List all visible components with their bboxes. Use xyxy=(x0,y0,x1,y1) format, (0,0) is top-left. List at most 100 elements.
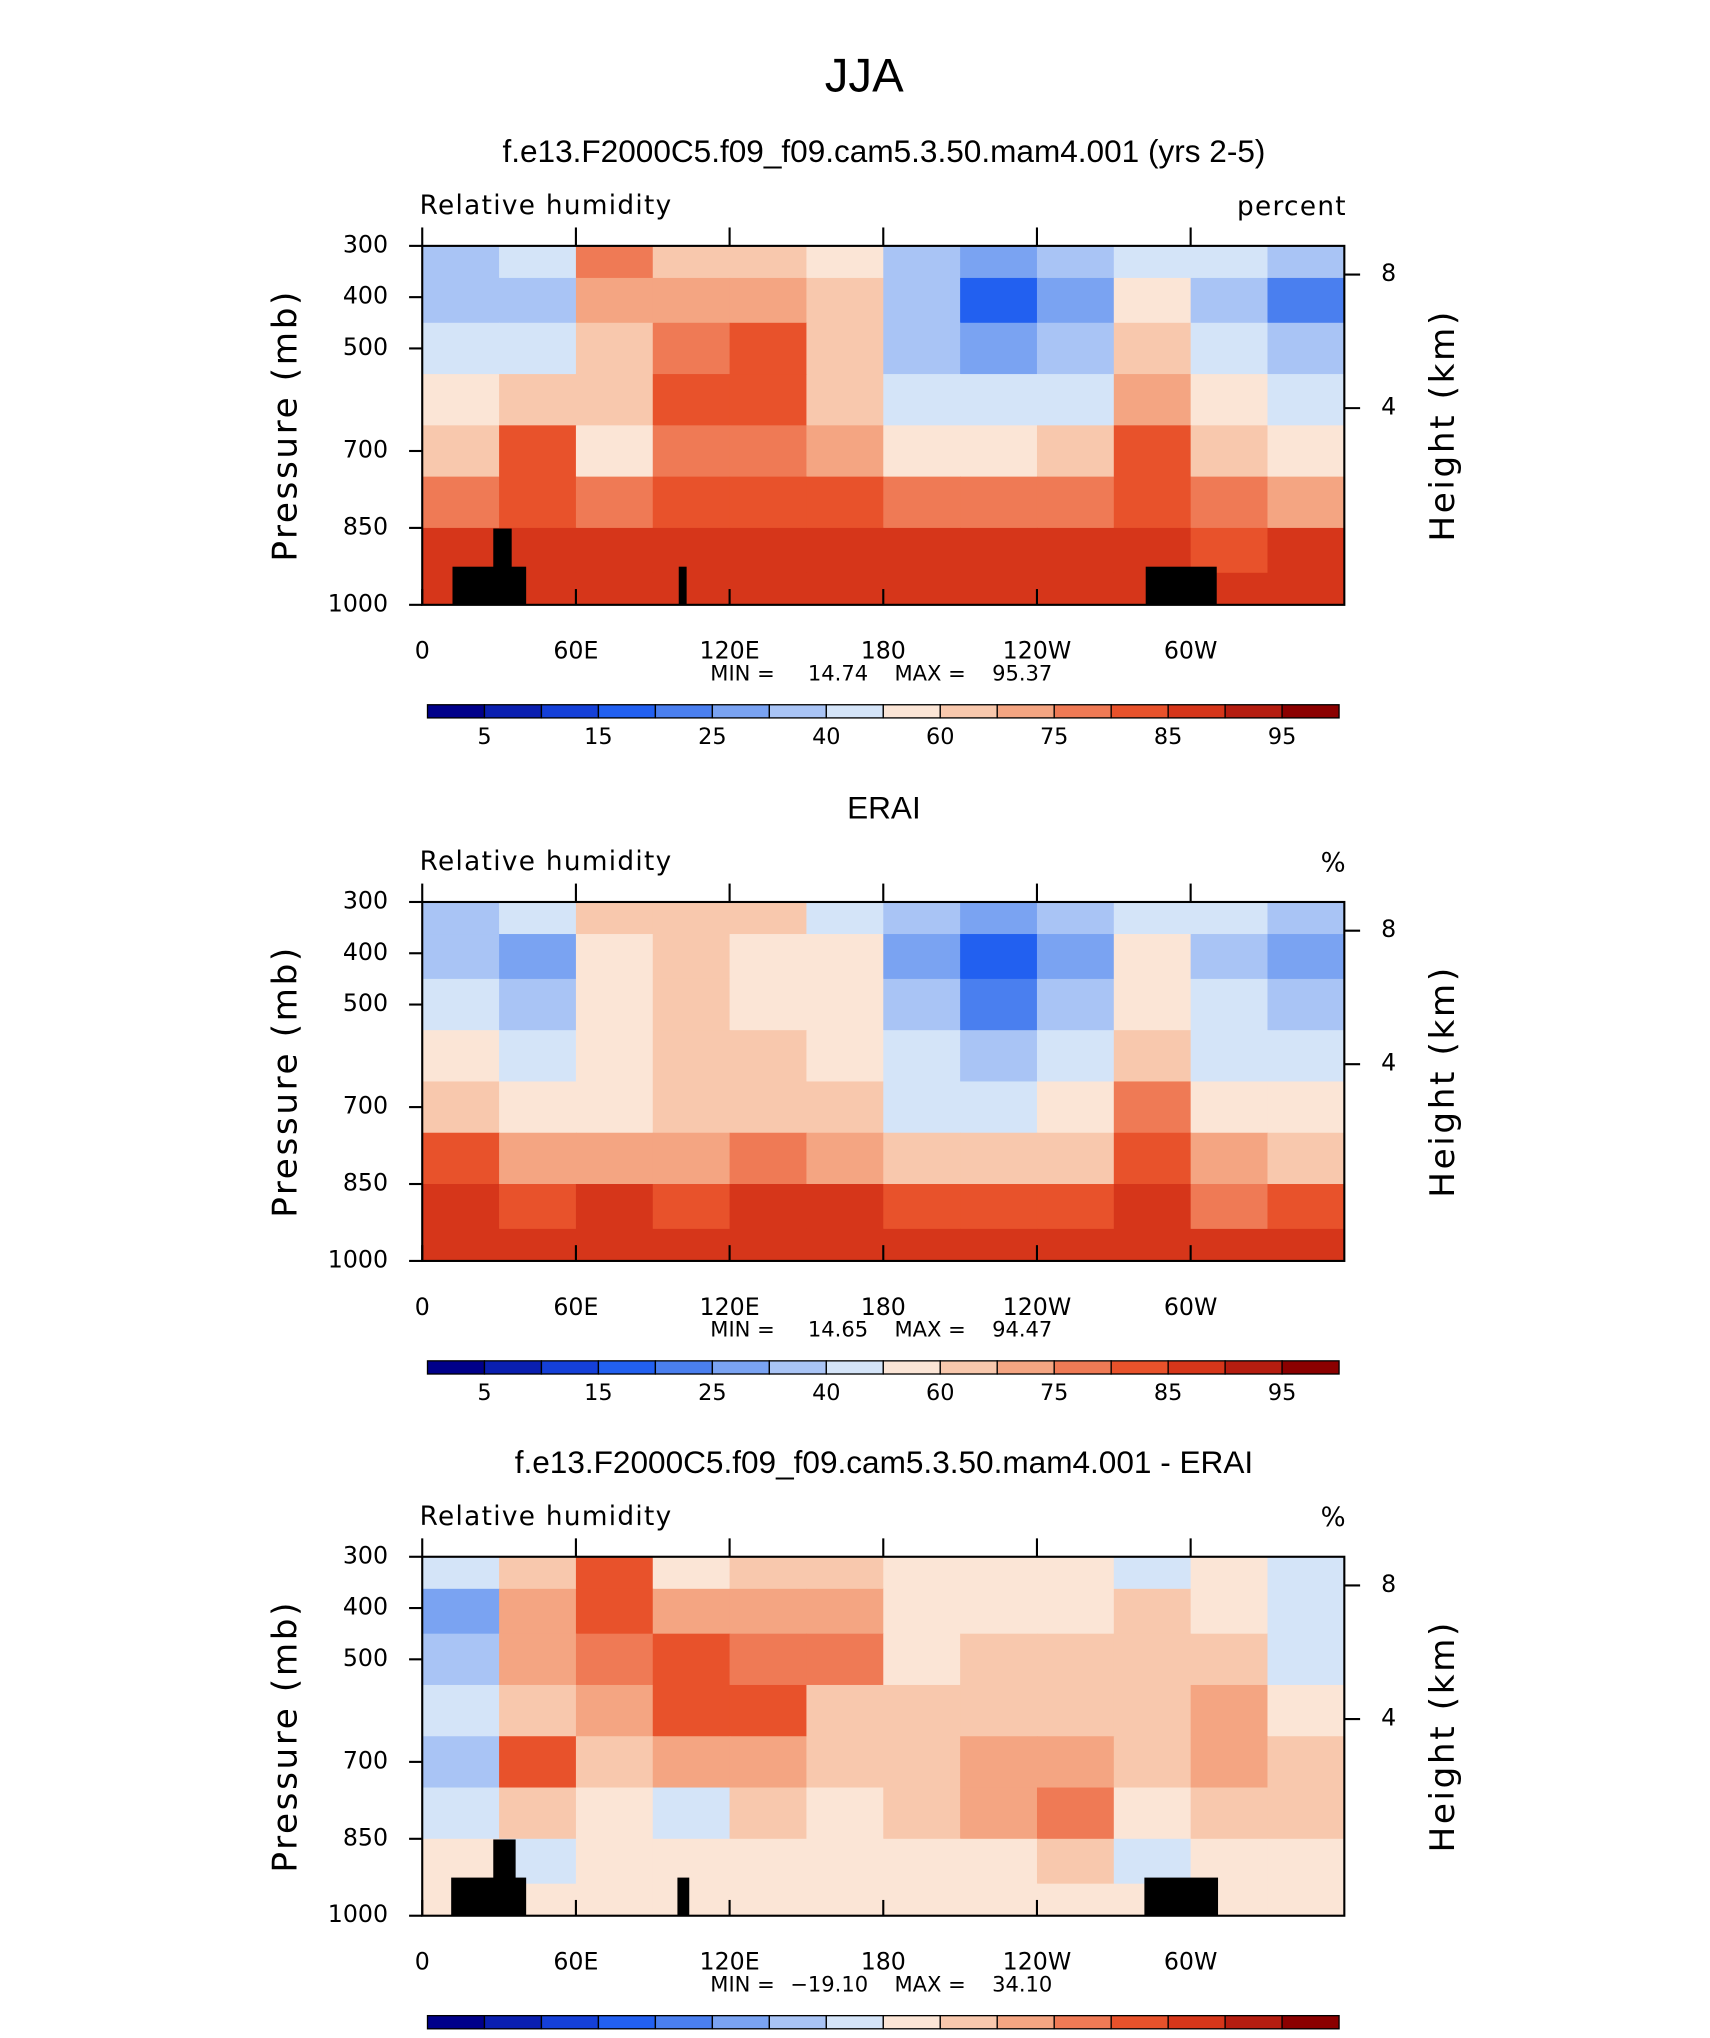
colorbar-label: 5 xyxy=(477,724,491,750)
colorbar-box xyxy=(597,1360,657,1375)
colorbar-box xyxy=(1224,1360,1283,1375)
colorbar-label: 50 xyxy=(1268,2035,1296,2038)
x-tick-label: 0 xyxy=(415,1293,430,1321)
field-cell xyxy=(1113,476,1192,529)
field-cell xyxy=(1267,934,1345,980)
y2-axis-label: Height (km) xyxy=(1423,965,1463,1198)
field-cell xyxy=(1190,1787,1269,1840)
x-tick-label: 120E xyxy=(700,1948,760,1976)
field-cell xyxy=(575,1132,654,1185)
colorbar-box xyxy=(426,704,486,719)
colorbar-box xyxy=(1110,2014,1169,2030)
field-cell xyxy=(1113,1228,1192,1262)
colorbar-label: 60 xyxy=(926,1380,954,1406)
y-tick-label: 700 xyxy=(343,435,388,463)
field-cell xyxy=(1267,1787,1345,1840)
field-cell xyxy=(499,1633,577,1686)
y-tick-label: 850 xyxy=(343,1169,388,1197)
field-cell xyxy=(806,934,884,980)
colorbar-box xyxy=(939,2014,998,2030)
field-cell xyxy=(1267,476,1345,529)
colorbar-box xyxy=(426,1360,486,1375)
field-cell xyxy=(1113,527,1192,574)
field-cell xyxy=(1190,901,1269,935)
panel-title: ERAI xyxy=(847,789,921,825)
field-cell xyxy=(499,1684,577,1737)
field-cell xyxy=(960,572,1038,606)
field-cell xyxy=(652,1787,731,1840)
field-cell xyxy=(960,1684,1038,1737)
field-cell xyxy=(960,277,1038,324)
colorbar-box xyxy=(1281,704,1340,719)
field-cell xyxy=(806,1184,884,1230)
field-cell xyxy=(1267,1588,1345,1635)
colorbar-box xyxy=(996,2014,1055,2030)
field-cell xyxy=(652,934,731,980)
colorbar-label: −10 xyxy=(746,2035,793,2038)
field-cell xyxy=(499,476,577,529)
colorbar-box xyxy=(654,2014,714,2030)
field-cell xyxy=(883,245,961,279)
field-cell xyxy=(1190,527,1269,574)
x-tick-label: 60E xyxy=(553,637,598,665)
y-axis-label: Pressure (mb) xyxy=(265,289,305,562)
field-cell xyxy=(1190,425,1269,478)
colorbar-box xyxy=(768,704,827,719)
field-cell xyxy=(1036,978,1115,1031)
colorbar-label: 85 xyxy=(1154,724,1182,750)
field-cell xyxy=(652,901,731,935)
field-cell xyxy=(960,901,1038,935)
colorbar-label: 85 xyxy=(1154,1380,1182,1406)
colorbar-box xyxy=(1167,704,1226,719)
field-cell xyxy=(1036,1556,1115,1590)
y2-tick-label: 8 xyxy=(1381,1570,1396,1598)
field-cell xyxy=(422,1556,500,1590)
colorbar-box xyxy=(540,1360,600,1375)
y-tick-label: 300 xyxy=(343,1541,388,1569)
field-cell xyxy=(1036,277,1115,324)
land-mask xyxy=(451,528,1219,1916)
y-tick-label: 500 xyxy=(343,989,388,1017)
y-tick-label: 400 xyxy=(343,282,388,310)
colorbar-box xyxy=(483,1360,543,1375)
x-tick-label: 120W xyxy=(1003,637,1072,665)
field-cell xyxy=(652,245,731,279)
field-cell xyxy=(883,1556,961,1590)
stat-name: MAX = xyxy=(894,1317,965,1342)
stat-value: −19.10 xyxy=(790,1971,868,1996)
colorbar-box xyxy=(939,1360,998,1375)
field-cell xyxy=(1036,322,1115,375)
field-cell xyxy=(575,1556,654,1590)
field-cell xyxy=(499,901,577,935)
y-tick-label: 400 xyxy=(343,938,388,966)
field-cell xyxy=(883,1838,961,1885)
field-cell xyxy=(806,1132,884,1185)
field-cell xyxy=(575,425,654,478)
field-cell xyxy=(1113,978,1192,1031)
field-cell xyxy=(499,425,577,478)
field-cell xyxy=(729,527,808,574)
field-cell xyxy=(806,978,884,1031)
field-cell xyxy=(1190,1030,1269,1083)
field-cell xyxy=(1190,934,1269,980)
field-cell xyxy=(575,1030,654,1083)
colorbar-box xyxy=(825,704,884,719)
field-cell xyxy=(652,1883,731,1917)
y-tick-label: 1000 xyxy=(328,589,388,617)
field-cell xyxy=(652,1838,731,1885)
field-cell xyxy=(1267,1684,1345,1737)
field-cell xyxy=(883,1588,961,1635)
field-cell xyxy=(806,1684,884,1737)
y-tick-label: 700 xyxy=(343,1092,388,1120)
y-tick-label: 500 xyxy=(343,333,388,361)
colorbar-box xyxy=(426,2014,486,2030)
field-cell xyxy=(1036,425,1115,478)
field-cell xyxy=(575,1736,654,1789)
colorbar-label: 30 xyxy=(1154,2035,1182,2038)
colorbar-label: 25 xyxy=(698,724,726,750)
field-cell xyxy=(1036,1838,1115,1885)
stat-name: MAX = xyxy=(894,661,965,686)
field-cell xyxy=(1190,1556,1269,1590)
field-cell xyxy=(806,476,884,529)
colorbar-box xyxy=(1053,1360,1112,1375)
